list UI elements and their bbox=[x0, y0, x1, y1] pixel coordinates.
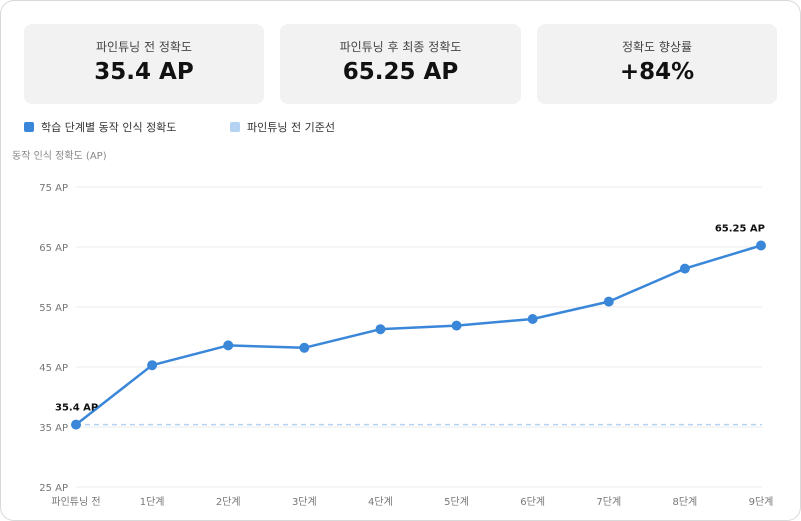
data-label: 65.25 AP bbox=[715, 224, 765, 235]
before-accuracy-card: 파인튜닝 전 정확도 35.4 AP bbox=[24, 24, 264, 104]
data-point[interactable] bbox=[679, 263, 690, 274]
after-accuracy-card: 파인튜닝 후 최종 정확도 65.25 AP bbox=[280, 24, 521, 104]
x-tick-label: 2단계 bbox=[216, 496, 241, 508]
y-tick-label: 35 AP bbox=[39, 423, 68, 434]
x-tick-label: 1단계 bbox=[140, 496, 165, 508]
after-accuracy-value: 65.25 AP bbox=[342, 59, 459, 85]
accuracy-gain-value: +84% bbox=[619, 59, 695, 85]
legend-baseline-label: 파인튜닝 전 기준선 bbox=[247, 121, 335, 134]
x-tick-labels: 파인튜닝 전 1단계 2단계 3단계 4단계 5단계 6단계 7단계 8단계 9단계 bbox=[51, 496, 773, 508]
grid-lines bbox=[76, 186, 762, 488]
data-point[interactable] bbox=[147, 360, 158, 371]
data-point[interactable] bbox=[299, 342, 310, 353]
x-tick-label: 7단계 bbox=[596, 496, 621, 508]
x-tick-label: 3단계 bbox=[292, 496, 317, 508]
legend-series-swatch bbox=[24, 122, 34, 132]
before-accuracy-label: 파인튜닝 전 정확도 bbox=[96, 40, 192, 54]
x-tick-label: 6단계 bbox=[520, 496, 545, 508]
data-point[interactable] bbox=[375, 324, 386, 335]
y-tick-labels: 25 AP 35 AP 45 AP 55 AP 65 AP 75 AP bbox=[39, 183, 68, 494]
after-accuracy-label: 파인튜닝 후 최종 정확도 bbox=[339, 40, 462, 54]
data-points bbox=[71, 240, 766, 430]
data-point[interactable] bbox=[451, 320, 462, 331]
y-tick-label: 25 AP bbox=[39, 483, 68, 494]
legend-item-series[interactable]: 학습 단계별 동작 인식 정확도 bbox=[24, 121, 176, 135]
legend-series-label: 학습 단계별 동작 인식 정확도 bbox=[41, 121, 177, 134]
data-point[interactable] bbox=[527, 314, 538, 324]
x-tick-label: 4단계 bbox=[368, 496, 393, 508]
accuracy-gain-label: 정확도 향상률 bbox=[621, 40, 693, 54]
y-axis-label: 동작 인식 정확도 (AP) bbox=[12, 150, 107, 162]
data-point[interactable] bbox=[71, 419, 81, 430]
x-tick-label: 파인튜닝 전 bbox=[51, 496, 100, 508]
y-tick-label: 65 AP bbox=[39, 243, 68, 254]
data-point[interactable] bbox=[223, 340, 234, 351]
x-tick-label: 9단계 bbox=[749, 496, 774, 508]
x-tick-label: 8단계 bbox=[673, 496, 698, 508]
y-tick-label: 75 AP bbox=[39, 183, 68, 194]
x-tick-label: 5단계 bbox=[444, 496, 469, 508]
data-point[interactable] bbox=[756, 240, 766, 251]
data-label: 35.4 AP bbox=[55, 403, 98, 414]
series-line bbox=[75, 244, 762, 426]
data-labels: 35.4 AP 65.25 AP bbox=[55, 224, 765, 414]
data-point[interactable] bbox=[603, 296, 614, 307]
legend-baseline-swatch bbox=[230, 122, 240, 132]
y-tick-label: 55 AP bbox=[39, 303, 68, 314]
accuracy-gain-card: 정확도 향상률 +84% bbox=[537, 24, 777, 104]
y-tick-label: 45 AP bbox=[39, 363, 68, 374]
before-accuracy-value: 35.4 AP bbox=[94, 59, 194, 85]
legend-item-baseline[interactable]: 파인튜닝 전 기준선 bbox=[230, 121, 335, 135]
